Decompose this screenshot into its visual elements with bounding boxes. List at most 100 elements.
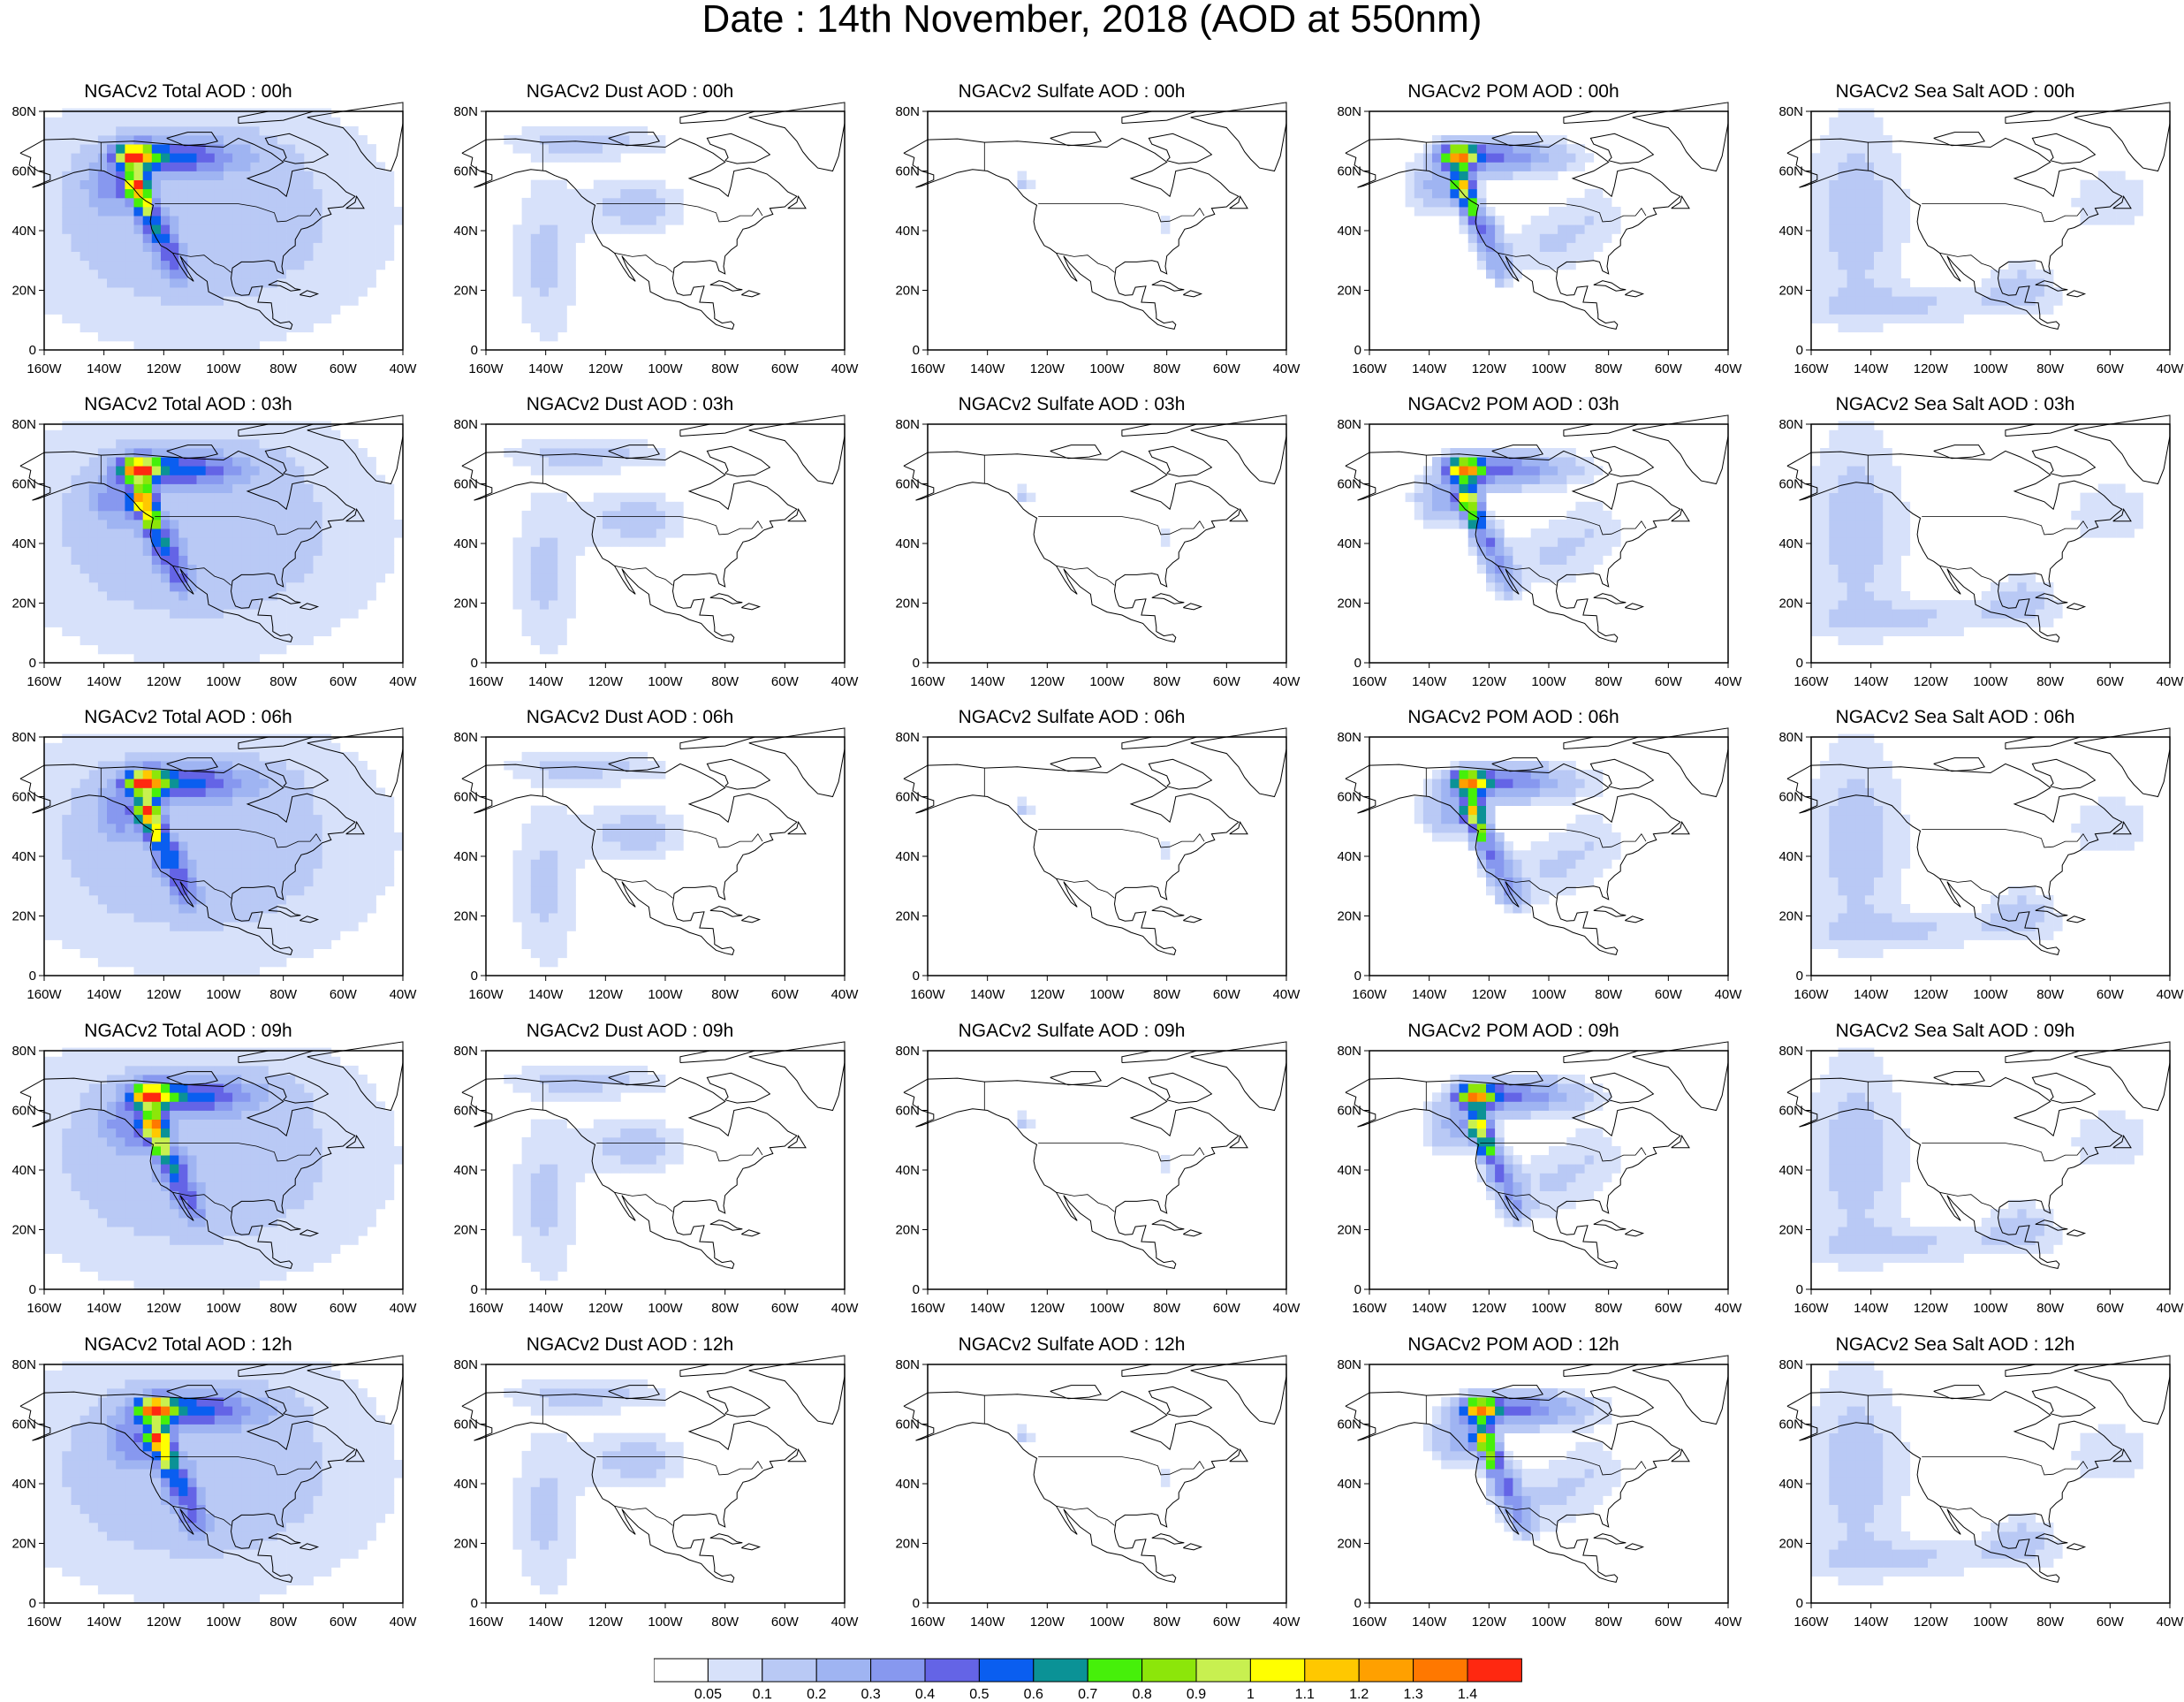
aod-cell [530, 948, 541, 959]
aod-cell [53, 859, 63, 869]
aod-cell [638, 207, 648, 217]
coastline [264, 445, 330, 477]
aod-cell [330, 877, 341, 887]
aod-cell [539, 859, 550, 869]
aod-cell [304, 475, 314, 484]
aod-cell [88, 528, 99, 538]
aod-cell [647, 197, 657, 208]
aod-cell [367, 564, 376, 574]
lat-tick-label: 20N [11, 909, 36, 924]
aod-cell [358, 546, 368, 556]
aod-cell [116, 904, 125, 914]
aod-cell [557, 207, 567, 217]
aod-cell [125, 153, 134, 163]
aod-cell [97, 609, 108, 619]
aod-cell [268, 429, 278, 440]
aod-cell [107, 296, 117, 306]
aod-cell [1486, 144, 1496, 154]
aod-cell [205, 278, 216, 288]
aod-cell [1530, 171, 1541, 180]
aod-cell [1521, 555, 1532, 565]
aod-cell [1945, 296, 1955, 306]
aod-cell [1504, 483, 1513, 493]
aod-cell [1575, 475, 1585, 484]
aod-cell [1549, 448, 1558, 458]
aod-cell [142, 877, 153, 887]
aod-cell [349, 546, 359, 556]
aod-cell [1459, 207, 1469, 217]
aod-cell [539, 466, 550, 475]
aod-cell [1566, 448, 1576, 458]
aod-cell [170, 475, 179, 484]
aod-cell [170, 600, 179, 610]
aod-cell [214, 483, 224, 493]
aod-cell [1864, 108, 1875, 118]
aod-cell [71, 475, 80, 484]
aod-cell [62, 197, 72, 208]
aod-cell [566, 260, 576, 270]
aod-cell [1441, 153, 1451, 163]
aod-cell [1504, 581, 1513, 592]
aod-cell [549, 457, 558, 467]
aod-cell [161, 537, 171, 547]
aod-cell [205, 644, 216, 655]
aod-cell [521, 913, 532, 923]
aod-cell [1864, 260, 1875, 270]
lon-tick-label: 40W [1715, 674, 1743, 689]
aod-cell [62, 573, 72, 583]
aod-cell [566, 135, 576, 145]
aod-cell [241, 171, 251, 180]
aod-cell [142, 850, 153, 860]
aod-cell [304, 787, 314, 797]
aod-cell [151, 475, 162, 484]
aod-cell [133, 278, 144, 288]
aod-cell [1900, 546, 1911, 556]
aod-cell [1991, 600, 2000, 610]
aod-cell [178, 868, 188, 878]
aod-cell [557, 546, 567, 556]
aod-cell [1486, 260, 1496, 270]
aod-cell [277, 501, 287, 512]
aod-cell [322, 779, 332, 788]
aod-cell [62, 153, 72, 163]
aod-cell [71, 814, 80, 824]
aod-cell [1847, 528, 1857, 538]
aod-cell [1432, 207, 1442, 217]
aod-cell [142, 429, 153, 440]
aod-cell [116, 216, 125, 225]
aod-cell [161, 868, 171, 878]
aod-cell [214, 877, 224, 887]
aod-cell [1864, 179, 1875, 190]
aod-cell [107, 859, 117, 869]
aod-cell [549, 323, 558, 333]
aod-cell [116, 573, 125, 583]
aod-cell [375, 805, 386, 816]
aod-cell [1883, 251, 1892, 262]
aod-cell [620, 510, 630, 520]
aod-cell [1820, 457, 1830, 467]
aod-cell [268, 269, 278, 279]
aod-cell [277, 868, 287, 878]
aod-cell [295, 770, 305, 779]
aod-cell [1486, 135, 1496, 145]
aod-cell [322, 466, 332, 475]
aod-cell [304, 751, 314, 762]
aod-cell [107, 466, 117, 475]
aod-cell [1918, 296, 1929, 306]
aod-cell [170, 520, 179, 529]
aod-cell [224, 787, 233, 797]
aod-cell [80, 483, 90, 493]
aod-cell [521, 609, 532, 619]
aod-cell [539, 591, 550, 601]
aod-cell [1504, 171, 1513, 180]
aod-cell [205, 832, 216, 842]
aod-cell [557, 520, 567, 529]
aod-cell [1892, 618, 1901, 627]
coastline [1671, 194, 1690, 209]
aod-cell [80, 162, 90, 171]
aod-cell [1467, 466, 1478, 475]
lon-tick-label: 100W [1531, 674, 1566, 689]
aod-cell [71, 555, 80, 565]
aod-cell [187, 832, 197, 842]
aod-cell [107, 751, 117, 762]
